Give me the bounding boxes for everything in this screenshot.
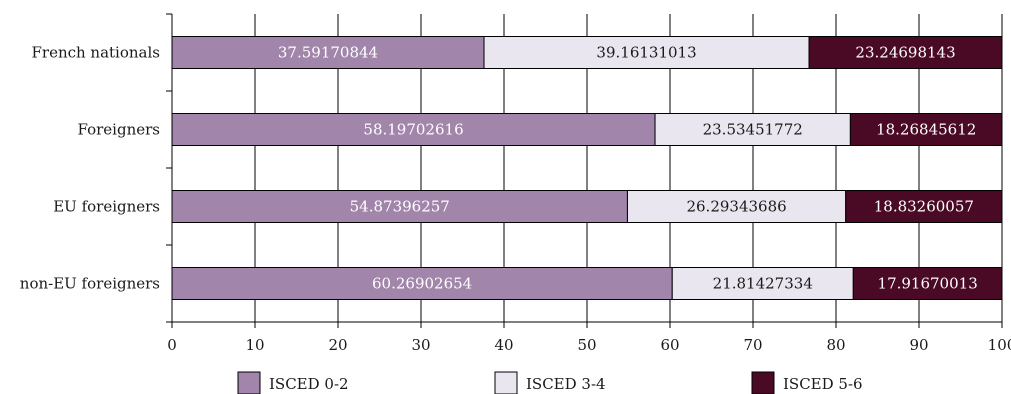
data-label-1-2: 39.16131013 (596, 44, 696, 62)
x-tick-label-100: 100 (988, 336, 1011, 354)
bar-segment-2-2 (654, 113, 851, 146)
legend-label-3: ISCED 5-6 (783, 375, 863, 393)
data-label-2-2: 23.53451772 (703, 121, 803, 139)
data-label-1-3: 23.24698143 (855, 44, 955, 62)
axes (166, 13, 1003, 328)
x-tick-label-80: 80 (826, 336, 845, 354)
x-tick-label-90: 90 (909, 336, 928, 354)
legend-swatch-1 (237, 371, 261, 394)
category-label-1: French nationals (31, 44, 160, 62)
bar-segment-4-3 (852, 267, 1003, 300)
bar-segment-3-2 (626, 190, 847, 223)
category-label-3: EU foreigners (53, 198, 160, 216)
bar-segment-4-2 (671, 267, 854, 300)
data-label-4-3: 17.91670013 (878, 275, 978, 293)
x-tick-label-0: 0 (167, 336, 177, 354)
category-label-2: Foreigners (78, 121, 160, 139)
legend: ISCED 0-2 ISCED 3-4 ISCED 5-6 (237, 371, 863, 394)
data-label-1-1: 37.59170844 (278, 44, 378, 62)
data-label-3-1: 54.87396257 (350, 198, 450, 216)
legend-swatch-3 (751, 371, 775, 394)
data-label-3-2: 26.29343686 (686, 198, 786, 216)
bar-segment-4-1 (171, 267, 673, 300)
data-label-4-2: 21.81427334 (713, 275, 813, 293)
x-tick-label-70: 70 (743, 336, 762, 354)
x-tick-label-40: 40 (494, 336, 513, 354)
bars (171, 36, 1003, 300)
bar-segment-2-3 (849, 113, 1003, 146)
x-tick-label-60: 60 (660, 336, 679, 354)
labels: 37.59170844 39.16131013 23.24698143 French … (20, 44, 1011, 355)
x-tick-label-10: 10 (245, 336, 264, 354)
x-tick-label-20: 20 (328, 336, 347, 354)
bar-segment-3-1 (171, 190, 628, 223)
x-tick-label-30: 30 (411, 336, 430, 354)
bar-segment-1-2 (483, 36, 810, 69)
bar-segment-3-3 (845, 190, 1003, 223)
category-label-4: non-EU foreigners (20, 275, 160, 293)
data-label-2-1: 58.19702616 (363, 121, 463, 139)
legend-label-1: ISCED 0-2 (269, 375, 349, 393)
bar-segment-1-3 (808, 36, 1003, 69)
legend-swatch-2 (494, 371, 518, 394)
data-label-4-1: 60.26902654 (372, 275, 472, 293)
data-label-2-3: 18.26845612 (876, 121, 976, 139)
data-label-3-3: 18.83260057 (874, 198, 974, 216)
x-tick-label-50: 50 (577, 336, 596, 354)
legend-label-2: ISCED 3-4 (526, 375, 606, 393)
